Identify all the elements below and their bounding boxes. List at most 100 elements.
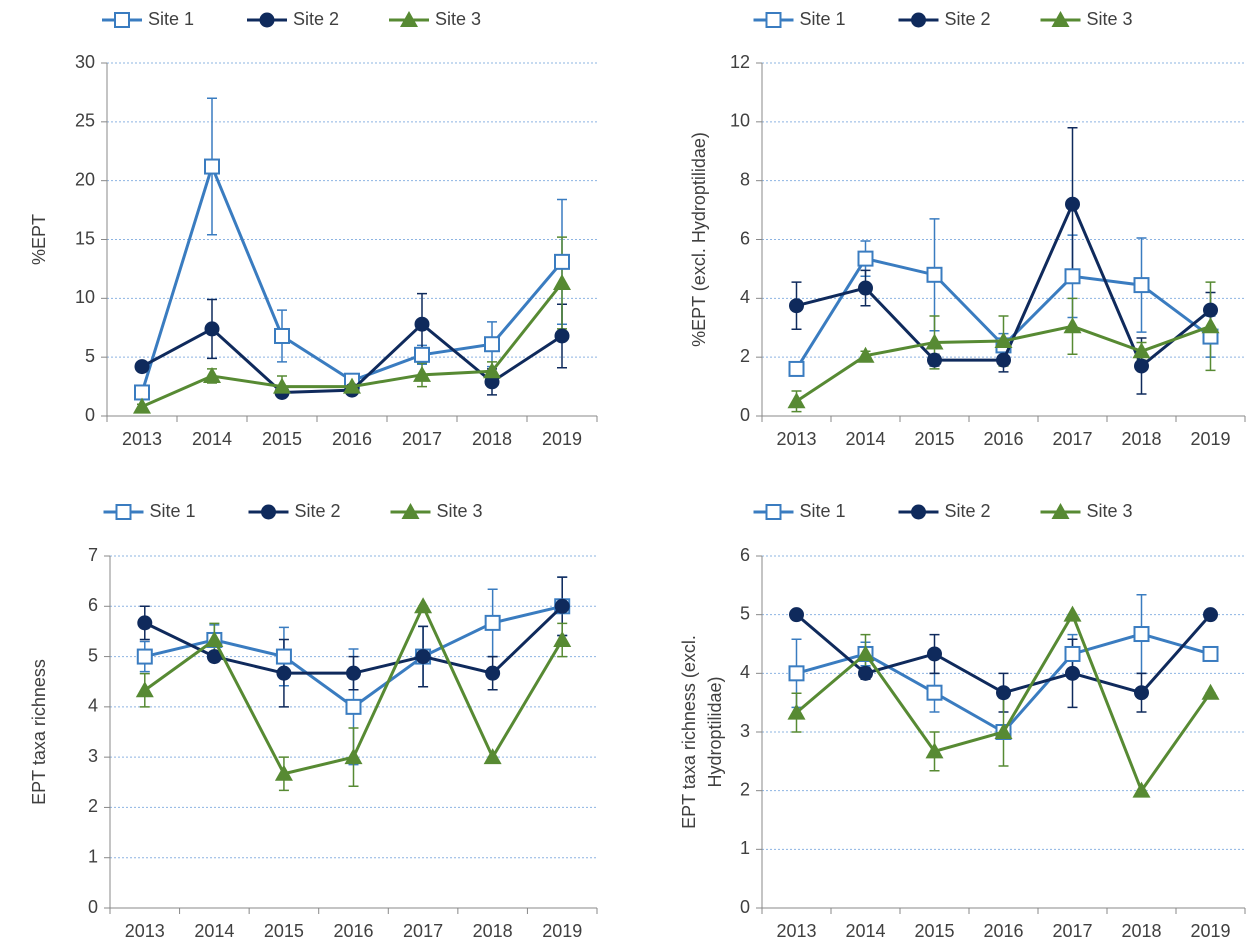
y-tick-label: 2 [740, 346, 750, 366]
x-tick-label: 2017 [1052, 921, 1092, 941]
y-tick-label: 0 [740, 405, 750, 425]
legend-label: Site 1 [150, 501, 196, 521]
data-point [994, 331, 1013, 348]
legend-label: Site 2 [293, 9, 339, 29]
data-point [553, 274, 571, 291]
data-point [345, 698, 362, 715]
data-point [134, 359, 150, 375]
legend-label: Site 3 [1087, 9, 1133, 29]
data-point [554, 328, 570, 344]
data-point [553, 630, 572, 647]
data-point [484, 336, 500, 353]
x-tick-label: 2017 [402, 429, 442, 449]
legend-marker [1051, 503, 1070, 519]
data-point [1133, 277, 1150, 294]
x-tick-label: 2019 [542, 429, 582, 449]
x-tick-label: 2018 [473, 921, 513, 941]
x-tick-label: 2015 [914, 429, 954, 449]
data-point [1065, 665, 1080, 681]
x-tick-label: 2019 [542, 921, 582, 941]
x-tick-label: 2019 [1190, 921, 1230, 941]
y-axis-label: %EPT (excl. Hydroptilidae) [689, 132, 709, 347]
legend-marker [259, 12, 275, 28]
data-point [483, 748, 502, 765]
x-tick-label: 2016 [332, 429, 372, 449]
data-point [788, 360, 805, 377]
data-point [927, 646, 942, 662]
x-tick-label: 2014 [194, 921, 234, 941]
data-point [414, 316, 430, 332]
data-point [1202, 645, 1219, 662]
y-tick-label: 6 [88, 595, 98, 615]
data-point [204, 321, 220, 337]
data-point [485, 665, 501, 681]
data-point [1065, 196, 1080, 212]
x-tick-label: 2013 [125, 921, 165, 941]
y-tick-label: 15 [75, 228, 95, 248]
data-point [135, 681, 154, 698]
y-tick-label: 0 [88, 897, 98, 917]
y-tick-label: 8 [740, 169, 750, 189]
data-point [857, 250, 874, 267]
data-point [414, 597, 433, 614]
legend-marker [261, 504, 276, 520]
legend-marker [765, 12, 782, 28]
y-axis-label: %EPT [29, 214, 49, 265]
data-point [483, 362, 501, 379]
x-tick-label: 2015 [264, 921, 304, 941]
x-tick-label: 2015 [914, 921, 954, 941]
data-point [414, 346, 430, 363]
y-tick-label: 7 [88, 545, 98, 565]
x-tick-label: 2017 [403, 921, 443, 941]
data-point [1132, 342, 1151, 359]
y-axis-label: Hydroptilidae) [705, 676, 725, 787]
y-tick-label: 1 [88, 846, 98, 866]
data-point [789, 298, 804, 314]
data-point [925, 333, 944, 350]
data-point [204, 158, 220, 175]
data-point [1132, 781, 1151, 798]
y-tick-label: 3 [740, 721, 750, 741]
y-tick-label: 6 [740, 545, 750, 565]
y-tick-label: 4 [88, 696, 98, 716]
data-point [1133, 626, 1150, 643]
data-point [1201, 317, 1220, 334]
data-point [554, 598, 570, 614]
data-point [927, 352, 942, 368]
data-point [925, 742, 944, 759]
data-point [274, 764, 293, 781]
data-point [484, 614, 501, 631]
legend-marker [765, 504, 782, 520]
data-point [926, 684, 943, 701]
y-tick-label: 3 [88, 746, 98, 766]
x-tick-label: 2018 [1121, 921, 1161, 941]
x-tick-label: 2019 [1190, 429, 1230, 449]
legend-marker [114, 12, 130, 28]
data-point [996, 352, 1011, 368]
data-point [1134, 358, 1149, 374]
y-tick-label: 4 [740, 287, 750, 307]
x-tick-label: 2013 [776, 429, 816, 449]
legend-label: Site 2 [945, 501, 991, 521]
legend-label: Site 2 [295, 501, 341, 521]
data-point [1063, 317, 1082, 334]
series-line [140, 162, 564, 393]
x-tick-label: 2013 [122, 429, 162, 449]
x-tick-label: 2014 [845, 429, 885, 449]
x-tick-label: 2016 [333, 921, 373, 941]
legend-label: Site 2 [945, 9, 991, 29]
data-point [789, 607, 804, 623]
legend-label: Site 1 [800, 9, 846, 29]
legend-label: Site 3 [1087, 501, 1133, 521]
y-tick-label: 0 [740, 897, 750, 917]
x-tick-label: 2015 [262, 429, 302, 449]
data-point [137, 615, 153, 631]
y-tick-label: 1 [740, 838, 750, 858]
data-point [787, 703, 806, 720]
legend-marker [401, 503, 420, 519]
y-tick-label: 5 [88, 645, 98, 665]
data-point [856, 346, 875, 363]
legend-marker [911, 12, 926, 28]
legend-marker [911, 504, 926, 520]
